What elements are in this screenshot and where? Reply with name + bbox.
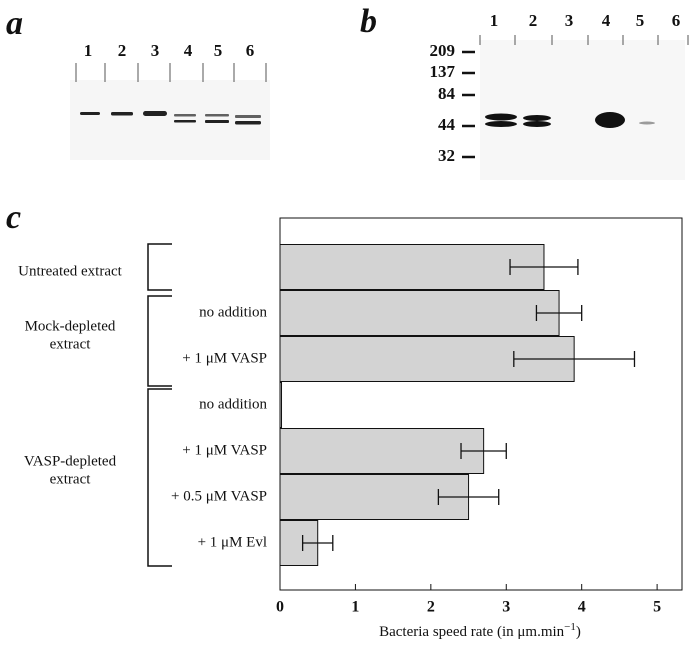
- x-tick-label: 3: [502, 599, 510, 616]
- lane-label: 4: [184, 41, 193, 60]
- lane-label: 5: [636, 11, 645, 30]
- x-axis-label-part: −1: [564, 621, 576, 633]
- x-tick-label: 2: [427, 599, 435, 616]
- category-label: + 1 μM VASP: [182, 350, 267, 366]
- blot-a-bands: [80, 111, 261, 125]
- error-bar: [301, 535, 334, 551]
- x-tick-label: 0: [276, 599, 284, 616]
- error-bar: [460, 443, 507, 459]
- group-label: VASP-depleted: [24, 453, 117, 469]
- error-bar: [437, 489, 500, 505]
- blot-b-bands: [485, 112, 655, 128]
- lane-label: 2: [529, 11, 538, 30]
- error-bar: [509, 259, 579, 275]
- x-tick-label: 1: [351, 599, 359, 616]
- marker-label: 32: [438, 146, 455, 165]
- x-axis-label: Bacteria speed rate (in μm.min−1): [379, 621, 581, 641]
- lane-label: 6: [246, 41, 255, 60]
- lane-label: 3: [565, 11, 574, 30]
- category-label: + 1 μM VASP: [182, 442, 267, 458]
- marker-label: 209: [430, 41, 456, 60]
- category-label: no addition: [199, 396, 267, 412]
- bar: [279, 290, 560, 336]
- lane-label: 1: [84, 41, 93, 60]
- group-label: extract: [50, 336, 92, 352]
- lane-label: 4: [602, 11, 611, 30]
- lane-label: 5: [214, 41, 223, 60]
- panel-label: a: [6, 5, 23, 42]
- blot-b: [480, 40, 685, 180]
- bar: [279, 382, 283, 428]
- lane-label: 2: [118, 41, 127, 60]
- group-label: Mock-depleted: [25, 318, 116, 334]
- error-bar: [535, 305, 583, 321]
- group-label: extract: [50, 471, 92, 487]
- group-brackets: [147, 243, 172, 567]
- error-bar: [513, 351, 636, 367]
- x-tick-label: 5: [653, 599, 661, 616]
- marker-label: 137: [430, 62, 456, 81]
- x-axis-label-part: ): [576, 624, 581, 640]
- lane-label: 6: [672, 11, 681, 30]
- category-label: + 1 μM Evl: [198, 534, 267, 550]
- bar: [279, 474, 470, 520]
- panel-label: c: [6, 199, 21, 236]
- marker-label: 84: [438, 84, 456, 103]
- lane-label: 1: [490, 11, 499, 30]
- panel-label: b: [360, 3, 377, 40]
- lane-dividers: [75, 35, 689, 82]
- marker-dashes: [462, 50, 475, 159]
- marker-label: 44: [438, 115, 456, 134]
- category-label: no addition: [199, 304, 267, 320]
- lane-label: 3: [151, 41, 160, 60]
- bar: [279, 428, 485, 474]
- bar: [279, 244, 545, 290]
- blot-a: [70, 80, 270, 160]
- group-label: Untreated extract: [18, 263, 123, 279]
- x-tick-label: 4: [578, 599, 586, 616]
- category-label: + 0.5 μM VASP: [171, 488, 267, 504]
- x-axis-label-part: Bacteria speed rate (in μm.min: [379, 624, 565, 640]
